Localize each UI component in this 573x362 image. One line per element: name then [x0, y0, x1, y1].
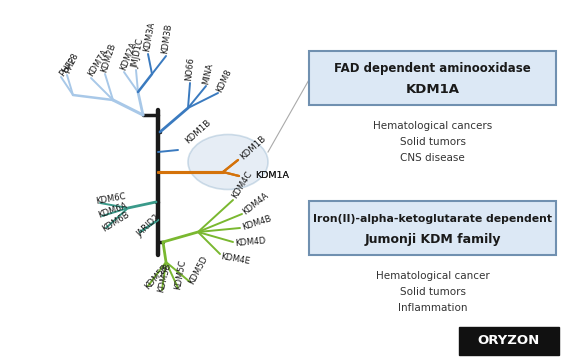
Text: KDM1B: KDM1B	[238, 134, 267, 161]
FancyBboxPatch shape	[309, 51, 556, 105]
Text: KDM7A: KDM7A	[86, 48, 110, 79]
Text: Inflammation: Inflammation	[398, 303, 467, 313]
Text: Solid tumors: Solid tumors	[399, 287, 465, 297]
Text: PHF2: PHF2	[57, 55, 78, 78]
Text: KDM6A: KDM6A	[96, 201, 128, 220]
Text: FAD dependent aminooxidase: FAD dependent aminooxidase	[334, 62, 531, 75]
Text: Jumonji KDM family: Jumonji KDM family	[364, 233, 501, 246]
Text: KDM3B: KDM3B	[160, 23, 174, 55]
Text: ORYZON: ORYZON	[478, 334, 540, 348]
Text: KDM1A: KDM1A	[255, 172, 289, 181]
Text: KDM4E: KDM4E	[220, 253, 251, 266]
Text: KDM2A: KDM2A	[119, 40, 139, 72]
Text: JARID2: JARID2	[135, 213, 162, 239]
Text: KDM1A: KDM1A	[255, 172, 289, 181]
Text: KDM4B: KDM4B	[241, 214, 272, 232]
Text: KDM8: KDM8	[215, 68, 233, 94]
Text: Hematological cancers: Hematological cancers	[373, 121, 492, 131]
Ellipse shape	[188, 135, 268, 189]
Text: KDM4A: KDM4A	[241, 191, 270, 216]
Text: CNS disease: CNS disease	[400, 153, 465, 163]
FancyBboxPatch shape	[459, 327, 559, 355]
Text: Iron(II)-alpha-ketoglutarate dependent: Iron(II)-alpha-ketoglutarate dependent	[313, 214, 552, 224]
Text: KDM5D: KDM5D	[187, 254, 210, 286]
Text: MINA: MINA	[202, 62, 215, 85]
Text: KDM3A: KDM3A	[143, 21, 156, 53]
Text: KDM5C: KDM5C	[174, 259, 188, 291]
Text: Solid tumors: Solid tumors	[399, 137, 465, 147]
Text: JMJD1C: JMJD1C	[131, 38, 146, 69]
Text: KDM4C: KDM4C	[230, 170, 254, 201]
Text: Hematological cancer: Hematological cancer	[376, 271, 489, 281]
Text: KDM5B: KDM5B	[156, 261, 172, 293]
Text: KDM1B: KDM1B	[183, 118, 212, 146]
FancyBboxPatch shape	[309, 201, 556, 255]
Text: NO66: NO66	[185, 57, 196, 81]
Text: KDM5B: KDM5B	[143, 262, 170, 291]
Text: KDM6B: KDM6B	[101, 210, 131, 234]
Text: KDM4D: KDM4D	[234, 237, 266, 248]
Text: KDM2B: KDM2B	[100, 42, 117, 73]
Text: PHF8: PHF8	[63, 51, 80, 75]
Text: KDM6C: KDM6C	[95, 192, 127, 206]
Text: KDM1A: KDM1A	[406, 83, 460, 96]
